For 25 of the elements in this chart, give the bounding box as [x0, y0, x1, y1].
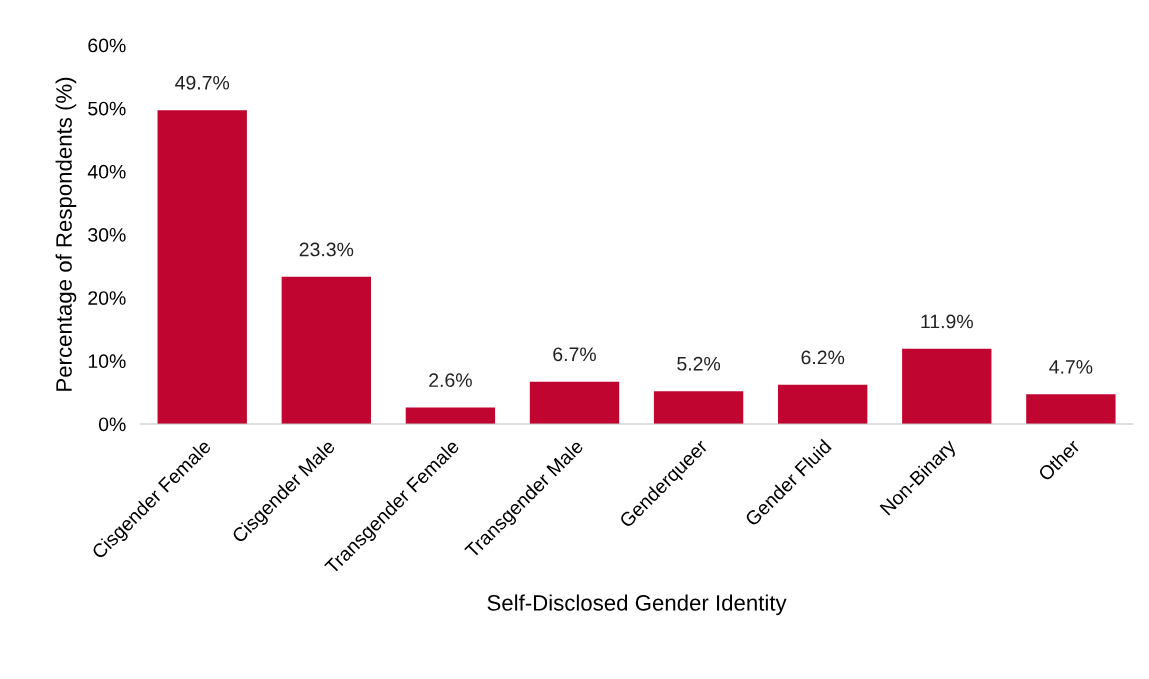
data-label: 23.3%: [299, 242, 354, 257]
bar: [653, 391, 744, 424]
y-tick-label: 50%: [88, 101, 126, 116]
data-label: 6.2%: [801, 350, 845, 365]
bar: [157, 110, 247, 424]
data-label: 4.7%: [1049, 360, 1093, 374]
y-tick-label: 10%: [88, 354, 126, 369]
bar: [902, 348, 992, 424]
y-tick-label: 30%: [88, 227, 126, 242]
data-label: 2.6%: [429, 373, 472, 388]
data-label: 5.2%: [677, 356, 721, 371]
bar: [1026, 394, 1116, 424]
y-axis-title: Percentage of Respondents (%): [55, 77, 77, 391]
bar: [529, 381, 620, 424]
y-tick-label: 20%: [88, 291, 126, 305]
y-tick-label: 0%: [98, 417, 126, 432]
bar: [405, 407, 496, 424]
y-tick-label: 60%: [88, 38, 126, 53]
data-label: 6.7%: [553, 347, 596, 362]
data-label: 11.9%: [921, 314, 973, 329]
data-label: 49.7%: [175, 75, 230, 90]
y-tick-label: 40%: [87, 164, 126, 179]
bar: [281, 276, 371, 424]
x-axis-title: Self-Disclosed Gender Identity: [487, 594, 787, 616]
bar: [778, 384, 868, 424]
